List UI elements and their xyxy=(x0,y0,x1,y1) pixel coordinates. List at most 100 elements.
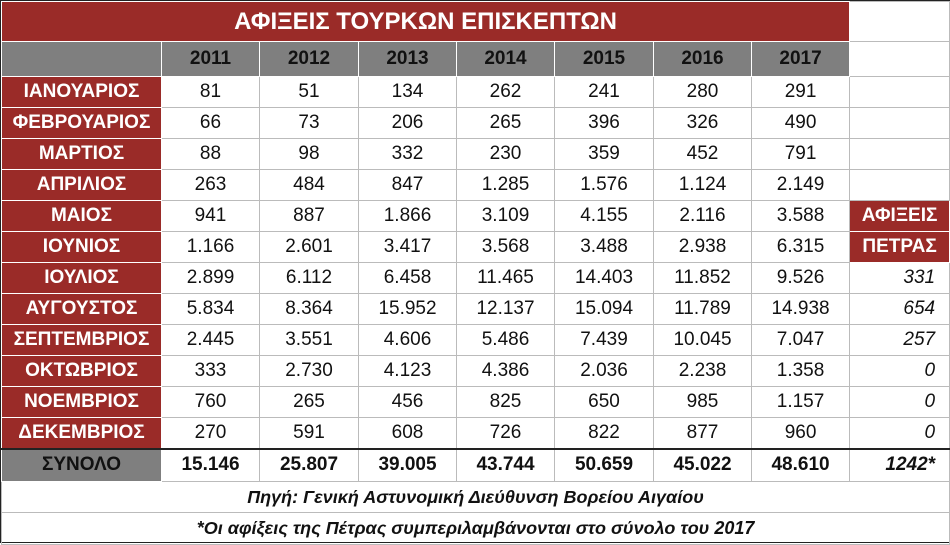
value-cell: 2.116 xyxy=(653,200,752,232)
value-cell: 7.047 xyxy=(750,324,851,356)
table-row: ΑΥΓΟΥΣΤΟΣ 5.834 8.364 15.952 12.137 15.094 11.… xyxy=(1,293,950,325)
month-label: ΣΕΠΤΕΜΒΡΙΟΣ xyxy=(1,324,162,356)
value-cell: 3.568 xyxy=(456,231,555,263)
value-cell: 6.315 xyxy=(750,231,851,263)
empty-cell xyxy=(849,1,950,42)
total-value: 39.005 xyxy=(358,447,457,482)
month-label: ΜΑΡΤΙΟΣ xyxy=(1,138,162,170)
value-cell: 7.439 xyxy=(554,324,654,356)
value-cell: 1.157 xyxy=(750,386,851,418)
value-cell: 12.137 xyxy=(456,293,555,325)
value-cell: 134 xyxy=(358,76,457,108)
total-value: 50.659 xyxy=(554,447,654,482)
value-cell: 760 xyxy=(161,386,260,418)
value-cell: 11.789 xyxy=(653,293,752,325)
value-cell: 262 xyxy=(456,76,555,108)
value-cell: 15.094 xyxy=(554,293,654,325)
year-header: 2013 xyxy=(358,41,457,77)
value-cell: 3.551 xyxy=(259,324,359,356)
total-value: 48.610 xyxy=(750,447,851,482)
value-cell: 333 xyxy=(161,355,260,387)
table-row: ΜΑΙΟΣ 941 887 1.866 3.109 4.155 2.116 3.588 ΑΦΙΞ… xyxy=(1,200,950,232)
year-header: 2015 xyxy=(554,41,654,77)
year-header: 2014 xyxy=(456,41,555,77)
value-cell: 8.364 xyxy=(259,293,359,325)
table-row: ΦΕΒΡΟΥΑΡΙΟΣ 66 73 206 265 396 326 490 xyxy=(1,107,950,139)
value-cell: 608 xyxy=(358,417,457,449)
year-header: 2011 xyxy=(161,41,260,77)
value-cell: 291 xyxy=(750,76,851,108)
month-label: ΟΚΤΩΒΡΙΟΣ xyxy=(1,355,162,387)
year-header: 2016 xyxy=(653,41,752,77)
value-cell: 1.285 xyxy=(456,169,555,201)
value-cell: 2.036 xyxy=(554,355,654,387)
month-label: ΑΠΡΙΛΙΟΣ xyxy=(1,169,162,201)
value-cell: 4.155 xyxy=(554,200,654,232)
value-cell: 11.465 xyxy=(456,262,555,294)
value-cell: 452 xyxy=(653,138,752,170)
year-header: 2012 xyxy=(259,41,359,77)
month-label: ΙΟΥΝΙΟΣ xyxy=(1,231,162,263)
value-cell: 2.899 xyxy=(161,262,260,294)
empty-cell xyxy=(849,107,950,139)
value-cell: 5.834 xyxy=(161,293,260,325)
month-label: ΑΥΓΟΥΣΤΟΣ xyxy=(1,293,162,325)
total-value: 45.022 xyxy=(653,447,752,482)
value-cell: 1.358 xyxy=(750,355,851,387)
petra-value: 0 xyxy=(849,386,950,418)
value-cell: 5.486 xyxy=(456,324,555,356)
value-cell: 2.601 xyxy=(259,231,359,263)
value-cell: 4.123 xyxy=(358,355,457,387)
value-cell: 941 xyxy=(161,200,260,232)
value-cell: 887 xyxy=(259,200,359,232)
table-row: Πηγή: Γενική Αστυνομική Διεύθυνση Βορείο… xyxy=(0,481,950,513)
value-cell: 822 xyxy=(554,417,654,449)
petra-total: 1242* xyxy=(849,447,950,482)
value-cell: 14.938 xyxy=(750,293,851,325)
value-cell: 2.149 xyxy=(750,169,851,201)
value-cell: 490 xyxy=(750,107,851,139)
empty-cell xyxy=(849,76,950,108)
value-cell: 3.417 xyxy=(358,231,457,263)
total-value: 15.146 xyxy=(161,447,260,482)
value-cell: 396 xyxy=(554,107,654,139)
value-cell: 270 xyxy=(161,417,260,449)
value-cell: 825 xyxy=(456,386,555,418)
petra-header: ΑΦΙΞΕΙΣ xyxy=(849,200,950,232)
value-cell: 2.445 xyxy=(161,324,260,356)
value-cell: 230 xyxy=(456,138,555,170)
empty-cell xyxy=(849,138,950,170)
table-row: ΜΑΡΤΙΟΣ 88 98 332 230 359 452 791 xyxy=(1,138,950,170)
value-cell: 591 xyxy=(259,417,359,449)
value-cell: 2.938 xyxy=(653,231,752,263)
footer-note: *Οι αφίξεις της Πέτρας συμπεριλαμβάνοντα… xyxy=(0,512,950,545)
value-cell: 960 xyxy=(750,417,851,449)
value-cell: 88 xyxy=(161,138,260,170)
table-row: *Οι αφίξεις της Πέτρας συμπεριλαμβάνοντα… xyxy=(0,512,950,545)
value-cell: 3.488 xyxy=(554,231,654,263)
table-row: ΑΦΙΞΕΙΣ ΤΟΥΡΚΩΝ ΕΠΙΣΚΕΠΤΩΝ xyxy=(0,1,950,42)
empty-cell xyxy=(849,41,950,77)
value-cell: 791 xyxy=(750,138,851,170)
value-cell: 1.166 xyxy=(161,231,260,263)
value-cell: 1.866 xyxy=(358,200,457,232)
value-cell: 10.045 xyxy=(653,324,752,356)
value-cell: 81 xyxy=(161,76,260,108)
value-cell: 4.606 xyxy=(358,324,457,356)
value-cell: 1.124 xyxy=(653,169,752,201)
table-title: ΑΦΙΞΕΙΣ ΤΟΥΡΚΩΝ ΕΠΙΣΚΕΠΤΩΝ xyxy=(0,1,851,42)
value-cell: 280 xyxy=(653,76,752,108)
table-row: ΔΕΚΕΜΒΡΙΟΣ 270 591 608 726 822 877 960 0 xyxy=(1,417,950,449)
value-cell: 263 xyxy=(161,169,260,201)
corner-cell xyxy=(1,41,162,77)
month-label: ΔΕΚΕΜΒΡΙΟΣ xyxy=(1,417,162,449)
petra-header: ΠΕΤΡΑΣ xyxy=(849,231,950,263)
value-cell: 2.730 xyxy=(259,355,359,387)
month-label: ΝΟΕΜΒΡΙΟΣ xyxy=(1,386,162,418)
value-cell: 265 xyxy=(259,386,359,418)
petra-value: 0 xyxy=(849,417,950,449)
value-cell: 726 xyxy=(456,417,555,449)
value-cell: 6.112 xyxy=(259,262,359,294)
year-header: 2017 xyxy=(750,41,851,77)
